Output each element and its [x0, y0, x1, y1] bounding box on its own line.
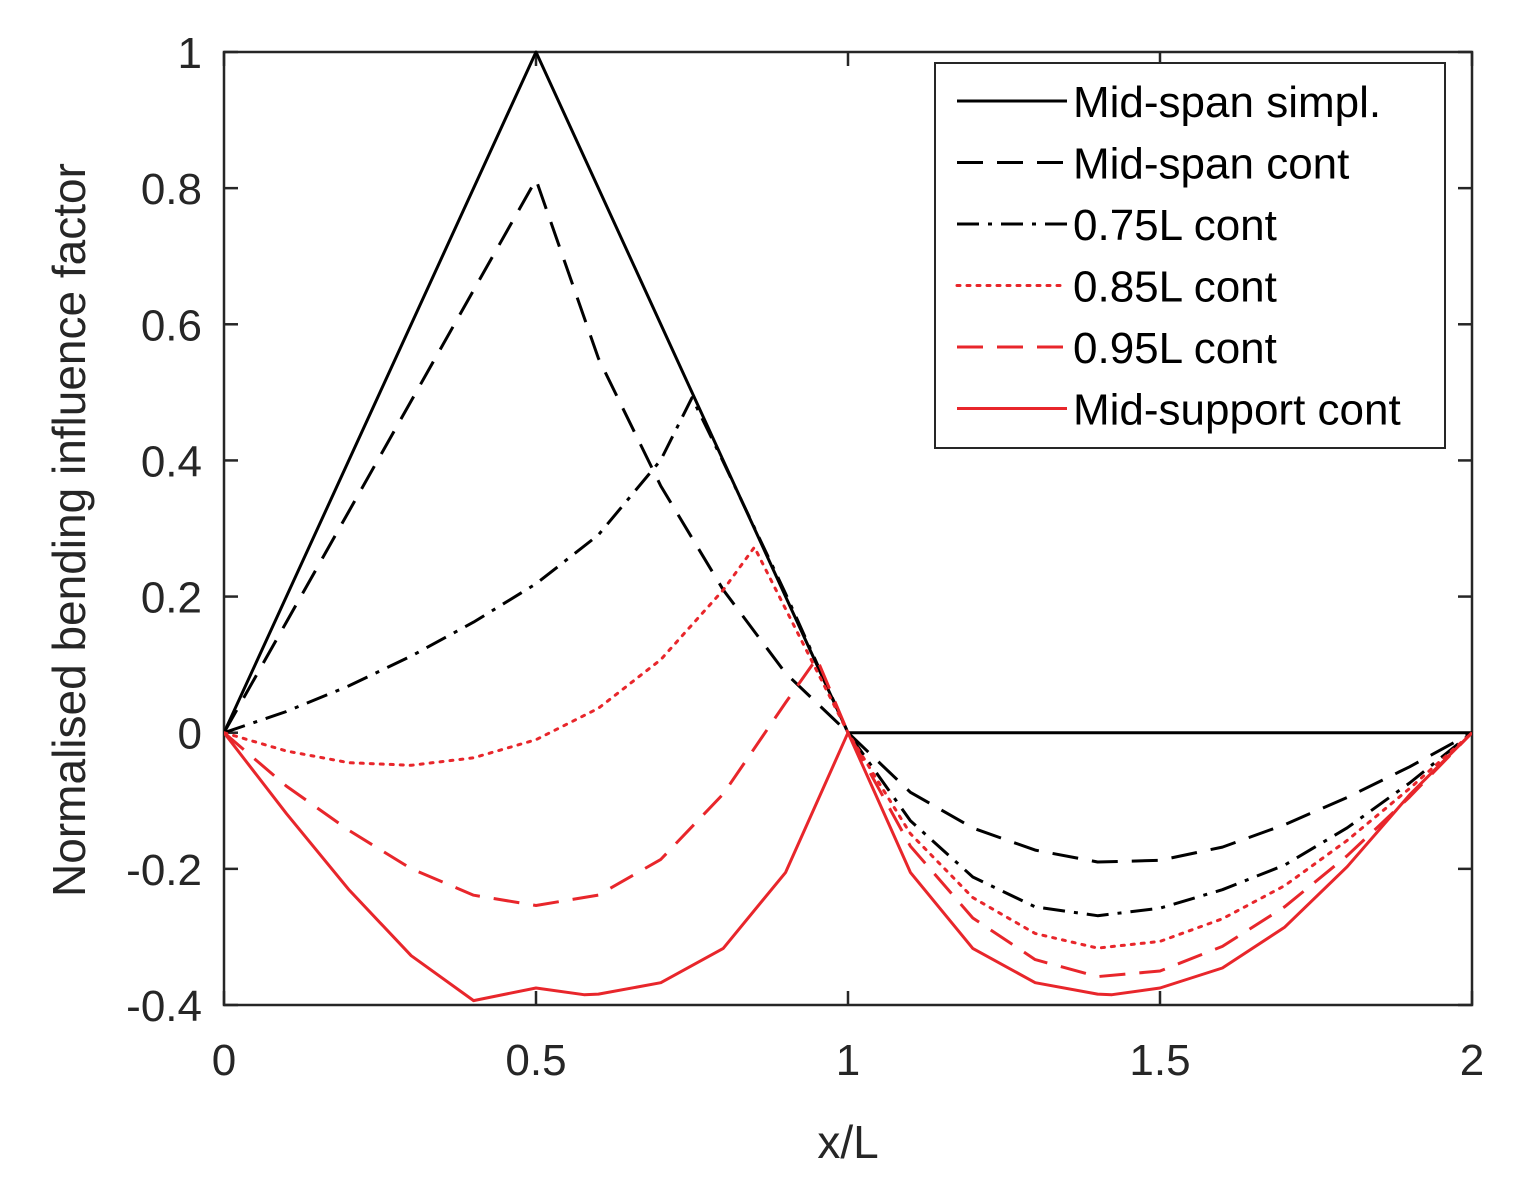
y-axis-title: Normalised bending influence factor [43, 163, 95, 897]
legend-label-2: Mid-span cont [1073, 140, 1349, 189]
y-tick-label: -0.4 [126, 982, 202, 1031]
x-tick-label: 1 [836, 1036, 860, 1085]
series-line-1 [224, 50, 1472, 735]
y-tick-label: -0.2 [126, 846, 202, 895]
legend-label-6: Mid-support cont [1073, 386, 1401, 435]
ticks-layer: 0 0.5 1 1.5 2 -0.4 -0.2 0 0.2 0.4 0.6 0.8 1 [126, 29, 1484, 1085]
series-line-5 [224, 656, 1472, 979]
y-tick-label: 0.6 [141, 301, 202, 350]
y-tick-label: 0.2 [141, 574, 202, 623]
legend-label-4: 0.85L cont [1073, 263, 1277, 312]
series-line-2 [224, 178, 1472, 864]
series-line-3 [224, 396, 1472, 918]
y-tick-label: 0.8 [141, 165, 202, 214]
legend-label-3: 0.75L cont [1073, 201, 1277, 250]
x-axis-title: x/L [817, 1116, 878, 1168]
legend-label-1: Mid-span simpl. [1073, 78, 1381, 127]
x-tick-label: 0.5 [505, 1036, 566, 1085]
y-tick-label: 0 [178, 710, 202, 759]
legend-label-5: 0.95L cont [1073, 324, 1277, 373]
series-layer [224, 50, 1472, 1003]
x-tick-label: 0 [212, 1036, 236, 1085]
y-tick-label: 1 [178, 29, 202, 78]
series-line-4 [224, 545, 1472, 950]
x-tick-label: 2 [1460, 1036, 1484, 1085]
x-tick-label: 1.5 [1129, 1036, 1190, 1085]
legend-box [934, 62, 1446, 449]
series-line-6 [224, 731, 1472, 1003]
legend: Mid-span simpl. Mid-span cont 0.75L cont 0.… [934, 62, 1446, 449]
y-tick-label: 0.4 [141, 437, 202, 486]
